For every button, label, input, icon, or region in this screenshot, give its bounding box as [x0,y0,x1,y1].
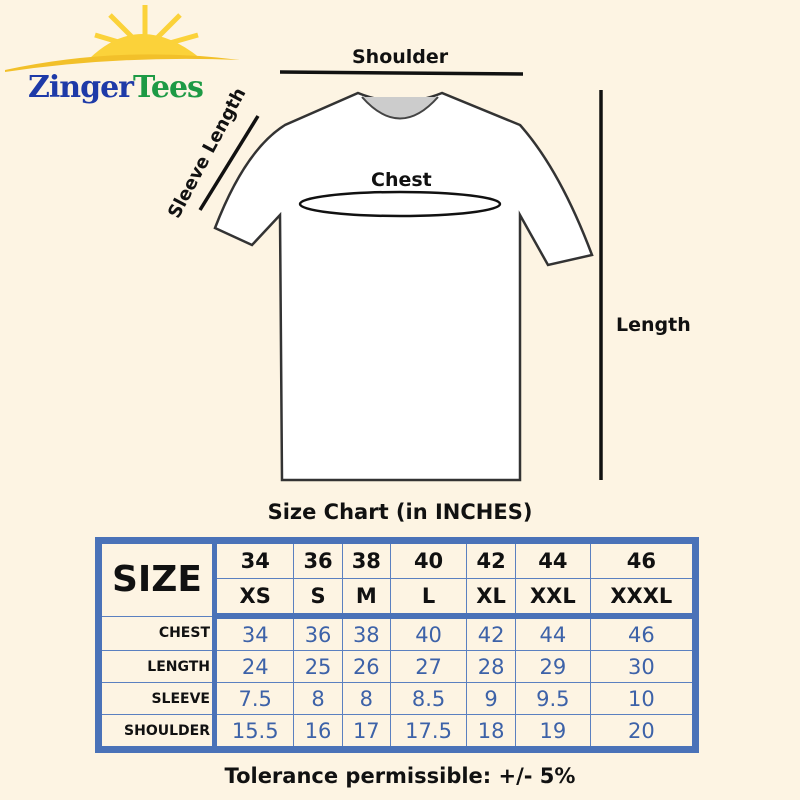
measurement-cell: 30 [589,650,697,683]
size-letter: XXXL [589,578,697,619]
measurement-cell: 27 [389,650,468,683]
measurement-cell: 34 [213,615,295,651]
chest-label: Chest [371,169,432,191]
measurement-cell: 9.5 [515,682,591,715]
table-row: CHEST 34 36 38 40 42 44 46 [98,615,697,651]
measurement-cell: 15.5 [213,714,295,750]
measurement-cell: 19 [515,714,591,750]
measurement-cell: 20 [589,714,697,750]
size-letter: XXL [515,578,591,619]
size-number: 40 [389,540,468,579]
size-letter: XL [466,578,516,619]
measurement-cell: 25 [293,650,343,683]
tshirt-outline [213,91,594,482]
table-row: SLEEVE 7.5 8 8 8.5 9 9.5 10 [98,682,697,715]
sun-logo-icon [5,5,240,72]
row-label: CHEST [98,615,217,651]
size-letter: S [293,578,343,619]
measurement-cell: 24 [213,650,295,683]
brand-logo: ZingerTees [28,70,204,105]
size-table: SIZE 34 36 38 40 42 44 46 XS S M L XL XX… [95,537,699,753]
chart-title: Size Chart (in INCHES) [267,500,533,524]
measurement-cell: 36 [293,615,343,651]
table-row: SIZE 34 36 38 40 42 44 46 [98,540,697,617]
measurement-cell: 16 [293,714,343,750]
length-label: Length [616,314,691,336]
measurement-cell: 17 [341,714,391,750]
size-header: SIZE [98,540,217,617]
measurement-cell: 42 [466,615,516,651]
measurement-cell: 8.5 [389,682,468,715]
chest-line [298,190,502,218]
measurement-cell: 44 [515,615,591,651]
size-number: 38 [341,540,391,579]
tshirt-diagram [5,5,603,482]
measurement-cell: 17.5 [389,714,468,750]
measurement-cell: 28 [466,650,516,683]
size-letter: L [389,578,468,619]
table-row: XS S M L XL XXL XXXL [99,578,697,619]
size-number: 34 [213,540,295,579]
measurement-cell: 38 [341,615,391,651]
tolerance-note: Tolerance permissible: +/- 5% [224,764,576,788]
shoulder-label: Shoulder [352,46,449,68]
size-number: 46 [589,540,697,579]
measurement-cell: 18 [466,714,516,750]
size-letter: XS [213,578,295,619]
measurement-cell: 7.5 [213,682,295,715]
measurement-cell: 46 [589,615,697,651]
size-number: 36 [293,540,343,579]
measurement-cell: 29 [515,650,591,683]
measurement-cell: 8 [341,682,391,715]
size-number: 44 [515,540,591,579]
measurement-cell: 8 [293,682,343,715]
measurement-cell: 10 [589,682,697,715]
size-number: 42 [466,540,516,579]
row-label: LENGTH [98,650,217,683]
row-label: SHOULDER [98,714,217,750]
measurement-cell: 9 [466,682,516,715]
measurement-cell: 40 [389,615,468,651]
row-label: SLEEVE [98,682,217,715]
table-row: SHOULDER 15.5 16 17 17.5 18 19 20 [98,714,697,750]
shoulder-line [279,70,524,76]
table-row: LENGTH 24 25 26 27 28 29 30 [98,650,697,683]
measurement-cell: 26 [341,650,391,683]
size-letter: M [341,578,391,619]
sleeve-line [198,115,260,211]
